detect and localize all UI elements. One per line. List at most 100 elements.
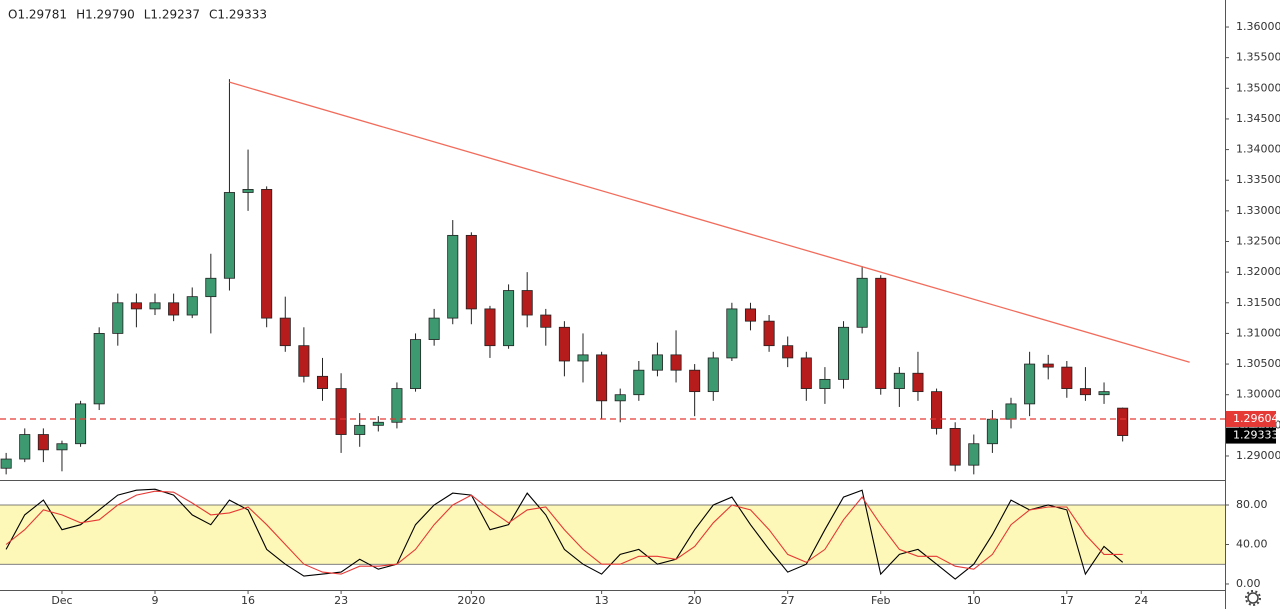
candle-body — [410, 339, 422, 389]
candle-body — [37, 434, 49, 451]
candle-body — [1024, 363, 1036, 405]
y-tick-label: 40.00 — [1236, 537, 1268, 550]
x-tick-label: 17 — [1060, 594, 1074, 607]
candle-body — [186, 296, 198, 316]
candle-body — [503, 290, 515, 347]
ohlc-value: H1.29790 — [76, 8, 135, 22]
candle-body — [354, 424, 366, 435]
last-price-tag — [1226, 427, 1276, 444]
candle-body — [484, 308, 496, 347]
candle-body — [949, 428, 961, 466]
candle-body — [1061, 366, 1073, 389]
candle-body — [112, 302, 124, 334]
x-tick-label: Feb — [871, 594, 890, 607]
candle-body — [577, 354, 589, 362]
candle-body — [912, 372, 924, 393]
y-tick-label: 80.00 — [1236, 498, 1268, 511]
candle-body — [744, 308, 756, 322]
price-line-label: 1.29604 — [1233, 412, 1279, 425]
x-tick-label: 10 — [967, 594, 981, 607]
y-tick-label: 1.32000 — [1236, 265, 1280, 278]
y-tick-label: 1.30500 — [1236, 357, 1280, 370]
candle-body — [800, 357, 812, 389]
candle-body — [242, 189, 254, 193]
candle-body — [893, 372, 905, 389]
y-tick-label: 1.31000 — [1236, 326, 1280, 339]
candle-body — [614, 394, 626, 402]
candle-body — [558, 326, 570, 362]
candle-body — [726, 308, 738, 359]
candle-body — [316, 375, 329, 389]
candle-body — [1042, 363, 1054, 368]
y-tick-label: 0.00 — [1236, 577, 1261, 590]
x-tick-label: Dec — [51, 594, 72, 607]
settings-icon[interactable] — [1245, 590, 1261, 606]
candle-body — [819, 378, 831, 389]
y-tick-label: 1.34500 — [1236, 112, 1280, 125]
y-tick-label: 1.34000 — [1236, 143, 1280, 156]
candle-body — [205, 277, 217, 298]
candle-body — [75, 403, 87, 445]
candle-body — [1005, 403, 1017, 420]
candle-body — [651, 354, 663, 371]
candle-body — [149, 302, 161, 310]
y-tick-label: 1.35000 — [1236, 81, 1280, 94]
x-tick-label: 27 — [781, 594, 795, 607]
candle-body — [782, 345, 794, 359]
candle-body — [838, 326, 850, 380]
candle-body — [689, 369, 701, 393]
gear-ring — [1247, 592, 1259, 604]
y-tick-label: 1.29000 — [1236, 449, 1280, 462]
candle-body — [19, 434, 31, 460]
gear-teeth — [1245, 590, 1261, 606]
price-line-tag — [1226, 410, 1276, 427]
x-tick-label: 9 — [152, 594, 159, 607]
candle-body — [335, 388, 347, 435]
candle-body — [56, 443, 68, 451]
candle-body — [223, 192, 235, 279]
y-tick-label: 1.33500 — [1236, 173, 1280, 186]
candle-body — [1117, 407, 1129, 436]
candle-body — [670, 354, 682, 371]
y-tick-label: 1.33000 — [1236, 204, 1280, 217]
y-tick-label: 1.35500 — [1236, 51, 1280, 64]
candle-body — [763, 320, 775, 347]
stoch-line — [5, 488, 1124, 580]
candle-body — [447, 234, 459, 319]
candle-body — [372, 421, 384, 426]
x-tick-label: 13 — [595, 594, 609, 607]
stoch-band — [0, 504, 1225, 565]
trend-line — [229, 81, 1190, 363]
candle-body — [93, 333, 105, 405]
candle-body — [968, 443, 980, 466]
candle-body — [596, 354, 608, 402]
candle-body — [540, 314, 552, 328]
y-tick-label: 1.32500 — [1236, 235, 1280, 248]
candle-body — [261, 189, 273, 319]
last-price-label: 1.29333 — [1233, 429, 1279, 442]
ohlc-value: O1.29781 — [8, 8, 67, 22]
x-tick-label: 23 — [334, 594, 348, 607]
candle-body — [633, 369, 645, 396]
x-tick-label: 16 — [241, 594, 255, 607]
candle-body — [428, 317, 440, 340]
candle-body — [0, 458, 12, 469]
candle-body — [856, 277, 868, 328]
candle-body — [298, 345, 310, 377]
x-tick-label: 2020 — [457, 594, 485, 607]
candle-body — [875, 277, 887, 389]
candle-body — [279, 317, 291, 347]
candle-body — [465, 234, 477, 310]
candle-body — [391, 388, 403, 423]
candle-body — [1098, 391, 1110, 396]
x-tick-label: 20 — [688, 594, 702, 607]
candle-body — [931, 391, 943, 429]
y-tick-label: 1.36000 — [1236, 20, 1280, 33]
candle-body — [986, 418, 998, 445]
stoch-line — [5, 490, 1123, 575]
y-tick-label: 1.31500 — [1236, 296, 1280, 309]
candle-body — [521, 290, 533, 316]
candle-body — [168, 302, 180, 316]
ohlc-value: C1.29333 — [209, 8, 267, 22]
